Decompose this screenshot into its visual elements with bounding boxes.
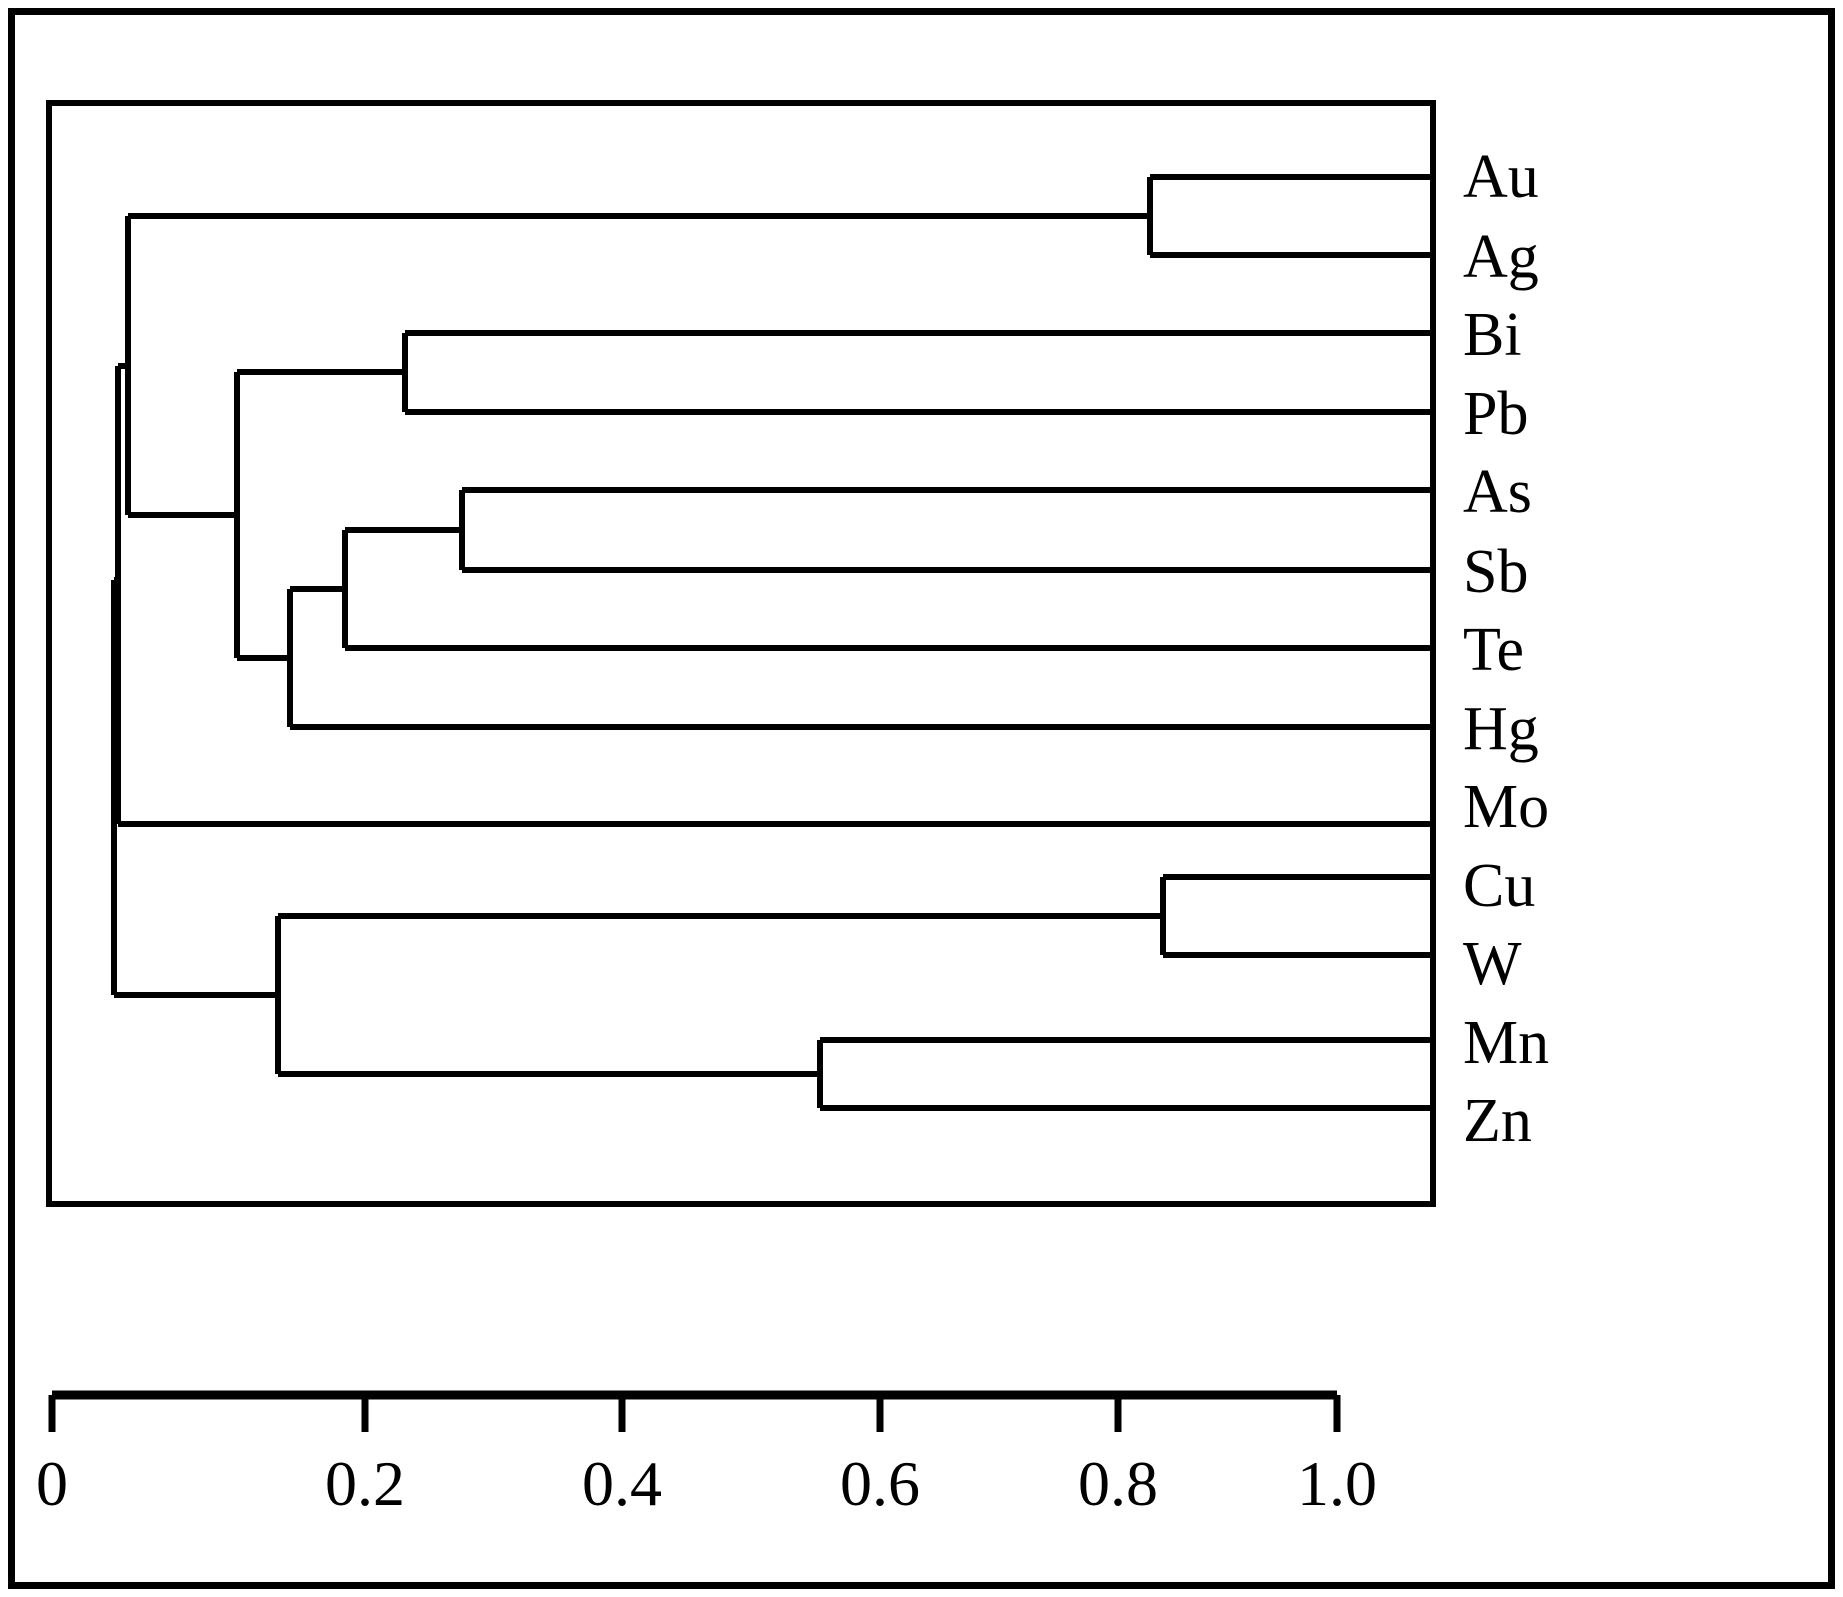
leaf-label-as: As <box>1463 458 1532 526</box>
leaf-label-w: W <box>1463 930 1522 998</box>
leaf-label-zn: Zn <box>1463 1087 1532 1155</box>
x-axis-ticks <box>48 1395 1341 1432</box>
leaf-label-te: Te <box>1463 616 1525 684</box>
xtick-label-04: 0.4 <box>582 1448 662 1519</box>
leaf-label-pb: Pb <box>1463 380 1529 448</box>
xtick-label-02: 0.2 <box>325 1448 405 1519</box>
leaf-label-ag: Ag <box>1463 223 1539 291</box>
outer-border <box>8 8 1835 1589</box>
leaf-label-sb: Sb <box>1463 538 1529 606</box>
xtick-label-0: 0 <box>36 1448 68 1519</box>
leaf-label-mo: Mo <box>1463 773 1550 841</box>
xtick-label-08: 0.8 <box>1078 1448 1158 1519</box>
xtick-label-06: 0.6 <box>840 1448 920 1519</box>
plot-frame <box>46 100 1436 1207</box>
leaf-label-cu: Cu <box>1463 852 1536 920</box>
leaf-label-mn: Mn <box>1463 1009 1550 1077</box>
leaf-label-bi: Bi <box>1463 301 1522 369</box>
dendrogram-links <box>111 174 1433 1111</box>
leaf-label-au: Au <box>1463 143 1539 211</box>
xtick-label-10: 1.0 <box>1297 1448 1377 1519</box>
leaf-label-hg: Hg <box>1463 695 1539 763</box>
